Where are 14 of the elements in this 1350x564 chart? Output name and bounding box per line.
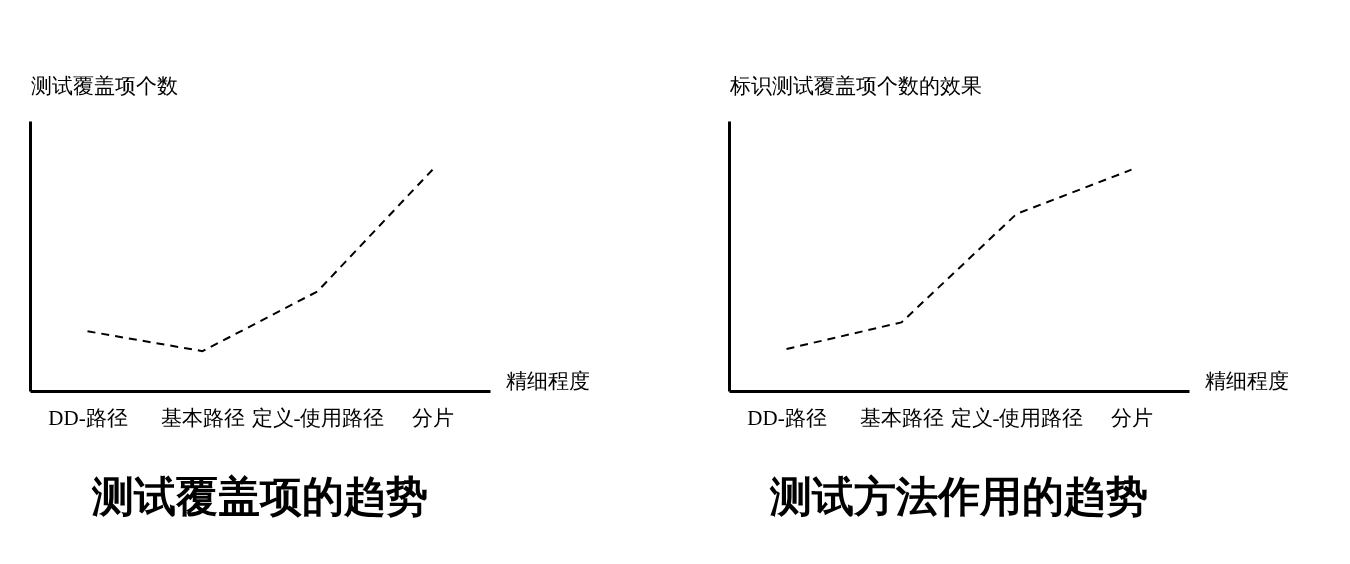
x-tick-label: DD-路径 (48, 405, 128, 430)
y-axis-title: 标识测试覆盖项个数的效果 (728, 73, 982, 98)
x-tick-label: DD-路径 (747, 405, 827, 430)
text: 测试覆盖项的趋势 (91, 474, 428, 520)
x-axis-title: 精细程度 (505, 368, 590, 393)
x-tick-label: 分片 (1111, 405, 1153, 430)
y-axis-title: 测试覆盖项个数 (30, 73, 178, 98)
text: 测试方法作用的趋势 (769, 474, 1148, 520)
x-tick-label: 定义-使用路径 (950, 405, 1084, 430)
x-tick-label: 基本路径 (860, 405, 944, 430)
x-tick-label: 基本路径 (161, 405, 245, 430)
x-tick-label: 分片 (412, 405, 454, 430)
x-axis-title: 精细程度 (1204, 368, 1289, 393)
x-tick-label: 定义-使用路径 (251, 405, 385, 430)
